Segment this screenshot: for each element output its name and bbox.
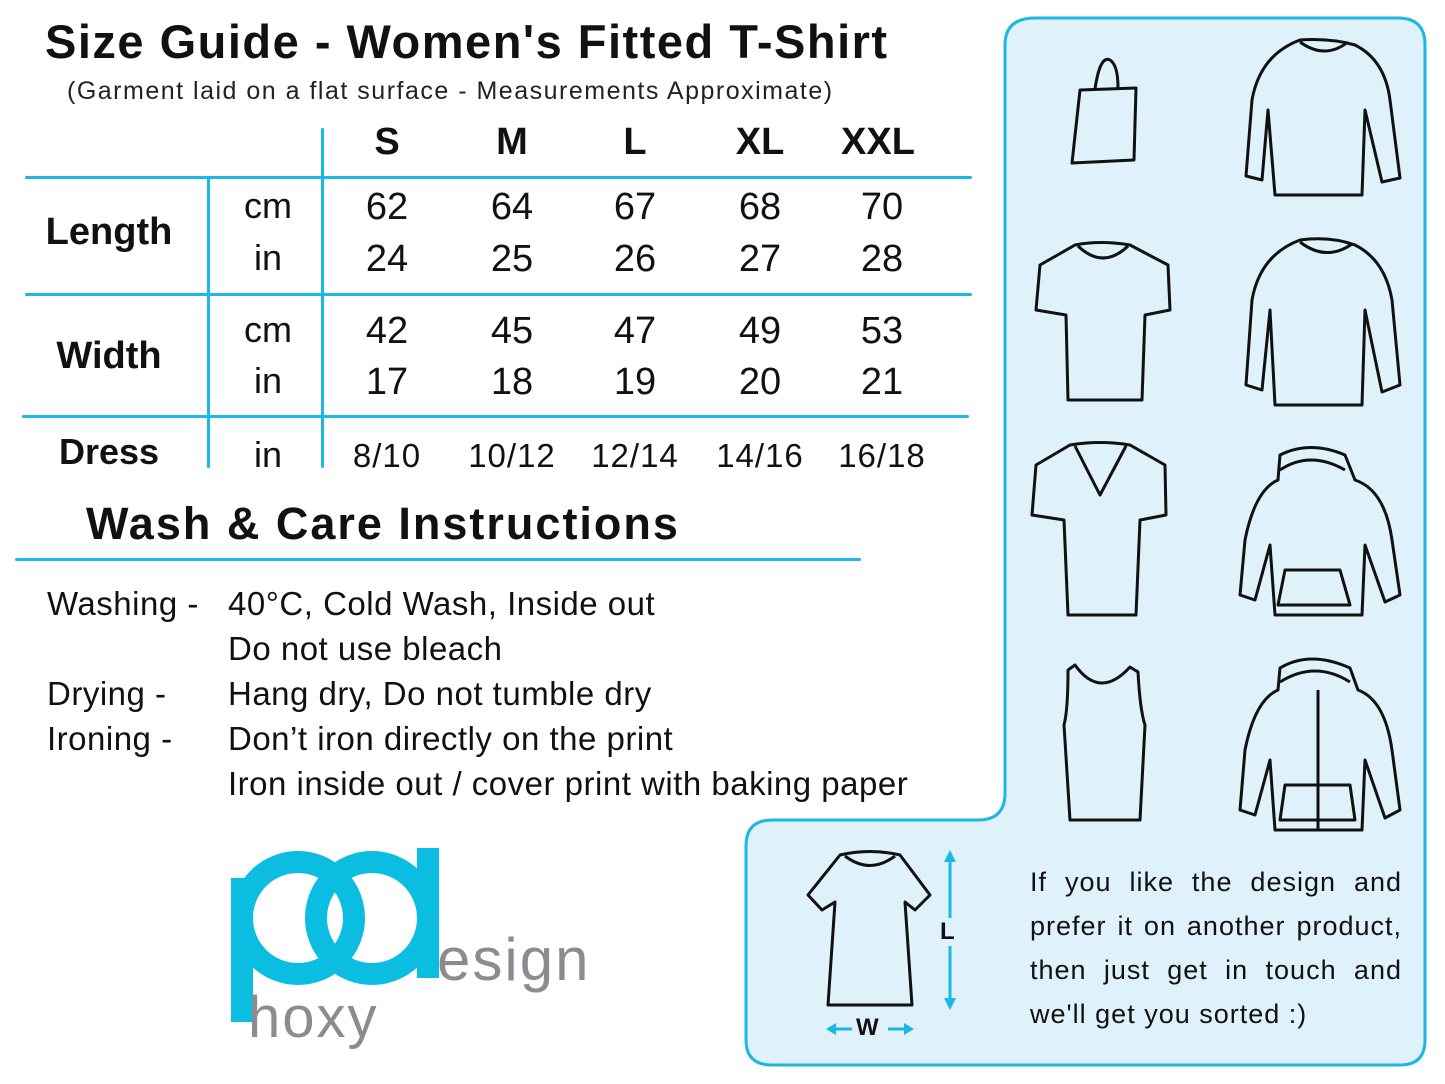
size-value: 53 <box>860 310 904 352</box>
unit-label: cm <box>244 309 292 350</box>
size-value: 68 <box>738 186 782 228</box>
size-value: 18 <box>490 361 534 403</box>
unit-label: in <box>253 360 283 401</box>
unit-label: in <box>253 434 283 475</box>
size-value: 26 <box>613 238 657 280</box>
size-value: 25 <box>490 238 534 280</box>
cta-line: then just get in touch and <box>1030 955 1402 985</box>
table-divider <box>207 178 210 468</box>
care-label-ironing: Ironing - <box>47 720 173 757</box>
care-text: Iron inside out / cover print with bakin… <box>228 765 909 802</box>
size-value: 17 <box>365 361 409 403</box>
table-divider <box>321 128 324 468</box>
cta-line: prefer it on another product, <box>1030 911 1402 941</box>
table-divider <box>22 415 969 418</box>
care-text: Do not use bleach <box>228 630 503 667</box>
size-value: 20 <box>738 361 782 403</box>
row-label-dress: Dress <box>58 431 160 472</box>
tshirt-icon <box>1034 241 1172 402</box>
logo-mark <box>231 848 439 1022</box>
size-value: 8/10 <box>352 437 422 474</box>
size-header-xl: XL <box>735 121 785 163</box>
size-value: 19 <box>613 361 657 403</box>
page-title: Size Guide - Women's Fitted T-Shirt <box>45 15 889 68</box>
size-value: 49 <box>738 310 782 352</box>
logo-word-esign: esign <box>437 926 591 993</box>
size-value: 42 <box>365 310 409 352</box>
size-value: 67 <box>613 186 657 228</box>
size-value: 24 <box>365 238 409 280</box>
unit-label: in <box>253 237 283 278</box>
size-value: 64 <box>490 186 534 228</box>
care-text: Don’t iron directly on the print <box>228 720 674 757</box>
care-label-washing: Washing - <box>47 585 199 622</box>
size-value: 70 <box>860 186 904 228</box>
size-value: 10/12 <box>468 437 556 474</box>
sweatshirt-icon <box>1244 237 1402 407</box>
wash-divider <box>15 558 861 561</box>
size-value: 45 <box>490 310 534 352</box>
hoodie-icon <box>1238 446 1402 617</box>
size-value: 27 <box>738 238 782 280</box>
table-divider <box>25 176 972 179</box>
wash-care-title: Wash & Care Instructions <box>86 498 680 549</box>
size-value: 47 <box>613 310 657 352</box>
size-header-l: L <box>623 121 647 163</box>
care-label-drying: Drying - <box>47 675 167 712</box>
size-value: 62 <box>365 186 409 228</box>
row-label-length: Length <box>45 211 173 253</box>
cta-line: we'll get you sorted :) <box>1030 999 1308 1029</box>
size-value: 21 <box>860 361 904 403</box>
vneck-tshirt-icon <box>1030 441 1168 617</box>
page-subtitle: (Garment laid on a flat surface - Measur… <box>67 77 834 105</box>
size-header-m: M <box>496 121 528 163</box>
size-header-xxl: XXL <box>841 121 915 163</box>
care-text: Hang dry, Do not tumble dry <box>228 675 652 712</box>
size-value: 12/14 <box>591 437 679 474</box>
length-label: L <box>940 918 955 946</box>
tote-bag-icon <box>1070 57 1138 165</box>
long-sleeve-tshirt-icon <box>1244 38 1402 197</box>
size-value: 28 <box>860 238 904 280</box>
size-header-s: S <box>374 121 400 163</box>
zip-hoodie-icon <box>1238 657 1402 832</box>
size-value: 14/16 <box>716 437 804 474</box>
table-divider <box>25 293 972 296</box>
width-label: W <box>856 1014 879 1041</box>
logo-word-hoxy: hoxy <box>248 985 379 1050</box>
care-text: 40°C, Cold Wash, Inside out <box>228 585 656 622</box>
row-label-width: Width <box>56 335 162 377</box>
unit-label: cm <box>244 185 292 226</box>
dress-diagram-icon <box>806 850 932 1007</box>
size-value: 16/18 <box>838 437 926 474</box>
cta-line: If you like the design and <box>1030 867 1402 897</box>
tank-top-icon <box>1062 663 1147 822</box>
